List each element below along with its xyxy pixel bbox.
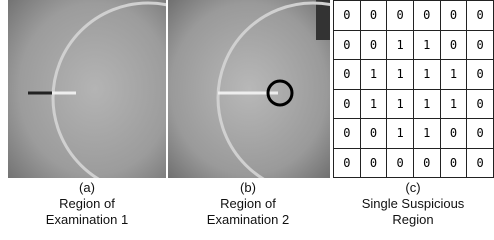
grid-cell: 0 <box>334 1 361 31</box>
grid-cell: 0 <box>467 60 494 90</box>
grid-cell: 0 <box>334 60 361 90</box>
grid-cell: 0 <box>467 148 494 178</box>
grid-cell: 0 <box>467 119 494 149</box>
grid-cell: 1 <box>413 60 440 90</box>
caption-line: Region of <box>168 196 328 212</box>
grid-cell: 1 <box>440 89 467 119</box>
grid-cell: 0 <box>413 1 440 31</box>
image-a <box>8 0 166 178</box>
grid-cell: 0 <box>360 119 387 149</box>
caption-c: (c) Single Suspicious Region <box>333 180 493 228</box>
grid-cell: 1 <box>387 119 414 149</box>
grid-cell: 1 <box>387 60 414 90</box>
caption-label: (c) <box>333 180 493 196</box>
grid-cell: 0 <box>334 30 361 60</box>
image-b <box>168 0 330 178</box>
grid-cell: 0 <box>440 30 467 60</box>
grid-cell: 0 <box>334 148 361 178</box>
grid-cell: 0 <box>360 148 387 178</box>
caption-line: Single Suspicious <box>333 196 493 212</box>
grid-cell: 0 <box>360 30 387 60</box>
grid-cell: 1 <box>413 119 440 149</box>
grid-cell: 1 <box>413 89 440 119</box>
figure: 000000001100011110011110001100000000 (a)… <box>0 0 494 240</box>
grid-cell: 0 <box>387 148 414 178</box>
caption-line: Examination 2 <box>168 212 328 228</box>
grid-cell: 0 <box>413 148 440 178</box>
grid-cell: 0 <box>360 1 387 31</box>
grid-cell: 0 <box>334 89 361 119</box>
caption-label: (b) <box>168 180 328 196</box>
caption-a: (a) Region of Examination 1 <box>7 180 167 228</box>
grid-cell: 0 <box>440 119 467 149</box>
caption-line: Region of <box>7 196 167 212</box>
grid-cell: 0 <box>467 1 494 31</box>
grid-cell: 0 <box>387 1 414 31</box>
grid-cell: 1 <box>413 30 440 60</box>
grid-cell: 0 <box>467 30 494 60</box>
caption-b: (b) Region of Examination 2 <box>168 180 328 228</box>
grid-cell: 1 <box>387 89 414 119</box>
grid-cell: 0 <box>440 1 467 31</box>
dark-corner <box>316 0 330 40</box>
grid-cell: 1 <box>360 60 387 90</box>
grid-cell: 0 <box>334 119 361 149</box>
grid-cell: 1 <box>440 60 467 90</box>
grid-cell: 1 <box>387 30 414 60</box>
caption-label: (a) <box>7 180 167 196</box>
grid-cell: 1 <box>360 89 387 119</box>
caption-line: Region <box>333 212 493 228</box>
grid-cell: 0 <box>440 148 467 178</box>
caption-line: Examination 1 <box>7 212 167 228</box>
grid-cell: 0 <box>467 89 494 119</box>
